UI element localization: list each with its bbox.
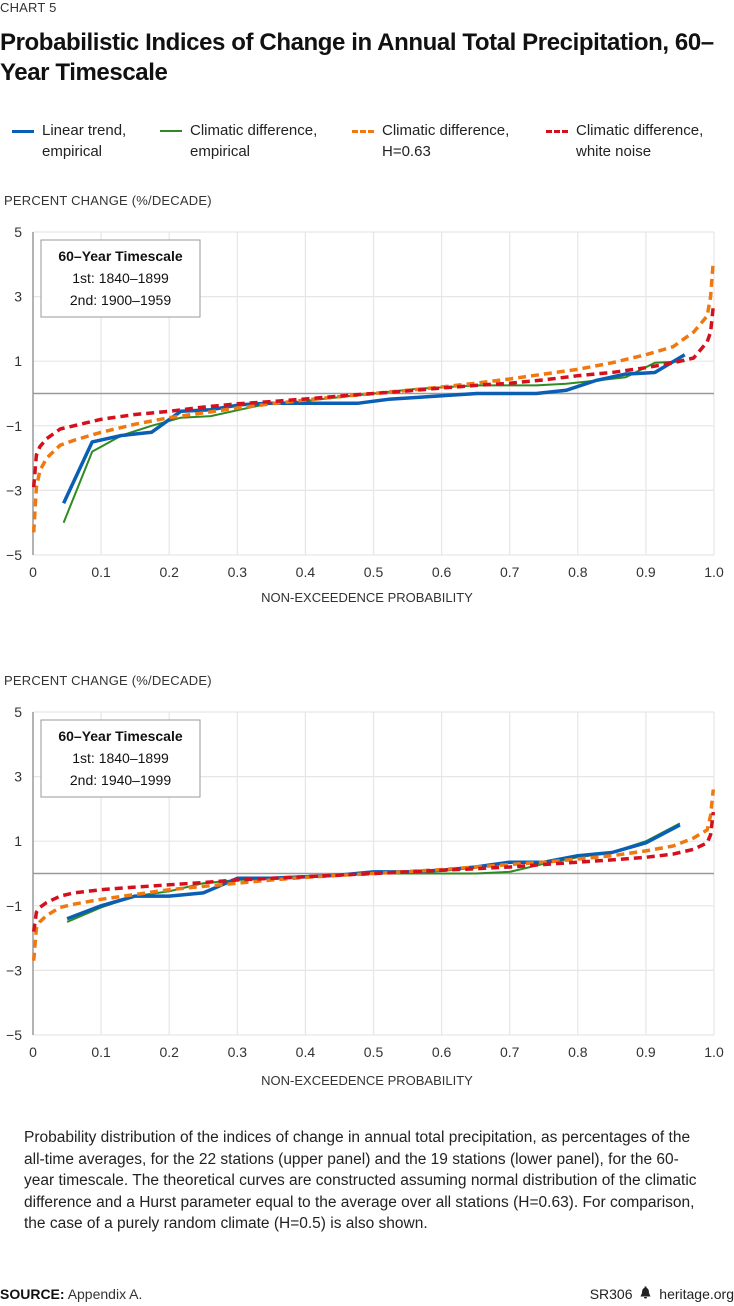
x-tick-label: 0.5 <box>364 1044 384 1060</box>
annotation-second-period: 2nd: 1940–1999 <box>70 772 171 788</box>
series-line-linear-trend-empirical <box>62 353 686 505</box>
lower-x-axis-label: NON-EXCEEDENCE PROBABILITY <box>261 1073 473 1088</box>
chart-kicker: CHART 5 <box>0 0 57 15</box>
lower-chart: 0 0.1 0.2 0.3 0.4 0.5 0.6 0.7 0.8 0.9 1.0 5 3 1 −1 −3 −5… <box>6 704 724 1060</box>
annotation-box <box>40 719 201 798</box>
x-tick-label: 0.7 <box>500 564 520 580</box>
y-tick-label: −1 <box>6 898 22 914</box>
upper-x-axis-label: NON-EXCEEDENCE PROBABILITY <box>261 590 473 605</box>
x-tick-label: 0.4 <box>296 1044 316 1060</box>
site-link[interactable]: heritage.org <box>659 1286 734 1302</box>
chart-title: Probabilistic Indices of Change in Annua… <box>0 29 714 86</box>
annotation-title: 60–Year Timescale <box>58 728 183 744</box>
upper-y-axis-label: PERCENT CHANGE (%/DECADE) <box>4 193 212 208</box>
x-tick-label: 0.1 <box>91 564 111 580</box>
legend-item-climatic-empirical: Climatic difference, empirical <box>160 120 317 162</box>
x-tick-label: 0.3 <box>228 1044 248 1060</box>
legend-label: Climatic difference, white noise <box>576 122 704 160</box>
x-tick-label: 0.2 <box>159 1044 179 1060</box>
annotation-second-period: 2nd: 1900–1959 <box>70 292 171 308</box>
series-line-climatic-difference-white-noise <box>31 811 716 932</box>
source-note: SOURCE: Appendix A. <box>0 1286 142 1302</box>
report-id: SR306 <box>589 1286 633 1302</box>
x-tick-label: 0.7 <box>500 1044 520 1060</box>
y-tick-label: −3 <box>6 962 22 978</box>
y-tick-label: 5 <box>14 704 22 720</box>
legend-swatch-solid-blue <box>12 130 34 133</box>
y-tick-label: −1 <box>6 418 22 434</box>
x-tick-label: 0.2 <box>159 564 179 580</box>
legend-item-climatic-h063: Climatic difference, H=0.63 <box>352 120 509 162</box>
x-tick-label: 1.0 <box>704 1044 724 1060</box>
x-tick-label: 0.5 <box>364 564 384 580</box>
timescale-annotation: 60–Year Timescale 1st: 1840–1899 2nd: 1900… <box>40 239 201 318</box>
legend-item-climatic-white-noise: Climatic difference, white noise <box>546 120 703 162</box>
timescale-annotation: 60–Year Timescale 1st: 1840–1899 2nd: 1940… <box>40 719 201 798</box>
y-tick-label: 3 <box>14 769 22 785</box>
series-line-climatic-difference-white-noise <box>31 306 716 488</box>
y-tick-label: −5 <box>6 547 22 563</box>
annotation-first-period: 1st: 1840–1899 <box>72 750 169 766</box>
legend: Linear trend, empirical Climatic differe… <box>12 120 734 164</box>
footer-branding: SR306 heritage.org <box>590 1286 734 1302</box>
legend-item-linear-trend: Linear trend, empirical <box>12 120 126 162</box>
series-line-climatic-difference-h-0-63 <box>31 789 716 961</box>
legend-label: Climatic difference, empirical <box>190 122 318 160</box>
legend-swatch-dashed-orange <box>352 130 374 133</box>
legend-swatch-solid-green <box>160 130 182 132</box>
x-tick-label: 0 <box>29 564 37 580</box>
liberty-bell-icon <box>640 1286 651 1302</box>
y-tick-label: 1 <box>14 833 22 849</box>
x-tick-label: 0.8 <box>568 564 588 580</box>
x-tick-label: 0.3 <box>228 564 248 580</box>
x-tick-label: 0.6 <box>432 564 452 580</box>
legend-label: Linear trend, empirical <box>42 122 127 160</box>
legend-label: Climatic difference, H=0.63 <box>382 122 510 160</box>
series-line-climatic-difference-empirical <box>62 360 685 524</box>
x-tick-label: 0.8 <box>568 1044 588 1060</box>
y-tick-label: −3 <box>6 482 22 498</box>
annotation-box <box>40 239 201 318</box>
chart-caption: Probability distribution of the indices … <box>24 1129 697 1232</box>
source-label: SOURCE: <box>0 1286 65 1302</box>
x-tick-label: 0.1 <box>91 1044 111 1060</box>
y-tick-label: 1 <box>14 353 22 369</box>
annotation-title: 60–Year Timescale <box>58 248 183 264</box>
y-tick-label: 3 <box>14 289 22 305</box>
x-tick-label: 0.9 <box>636 564 656 580</box>
x-tick-label: 1.0 <box>704 564 724 580</box>
x-tick-label: 0.9 <box>636 1044 656 1060</box>
x-tick-label: 0.4 <box>296 564 316 580</box>
annotation-first-period: 1st: 1840–1899 <box>72 270 169 286</box>
upper-chart: 0 0.1 0.2 0.3 0.4 0.5 0.6 0.7 0.8 0.9 1.0 5 3 1 −1 −3 −5… <box>6 224 724 580</box>
y-tick-label: −5 <box>6 1027 22 1043</box>
source-text: Appendix A. <box>67 1286 143 1302</box>
x-tick-label: 0.6 <box>432 1044 452 1060</box>
lower-y-axis-label: PERCENT CHANGE (%/DECADE) <box>4 673 212 688</box>
y-tick-label: 5 <box>14 224 22 240</box>
legend-swatch-dashed-red <box>546 130 568 133</box>
x-tick-label: 0 <box>29 1044 37 1060</box>
